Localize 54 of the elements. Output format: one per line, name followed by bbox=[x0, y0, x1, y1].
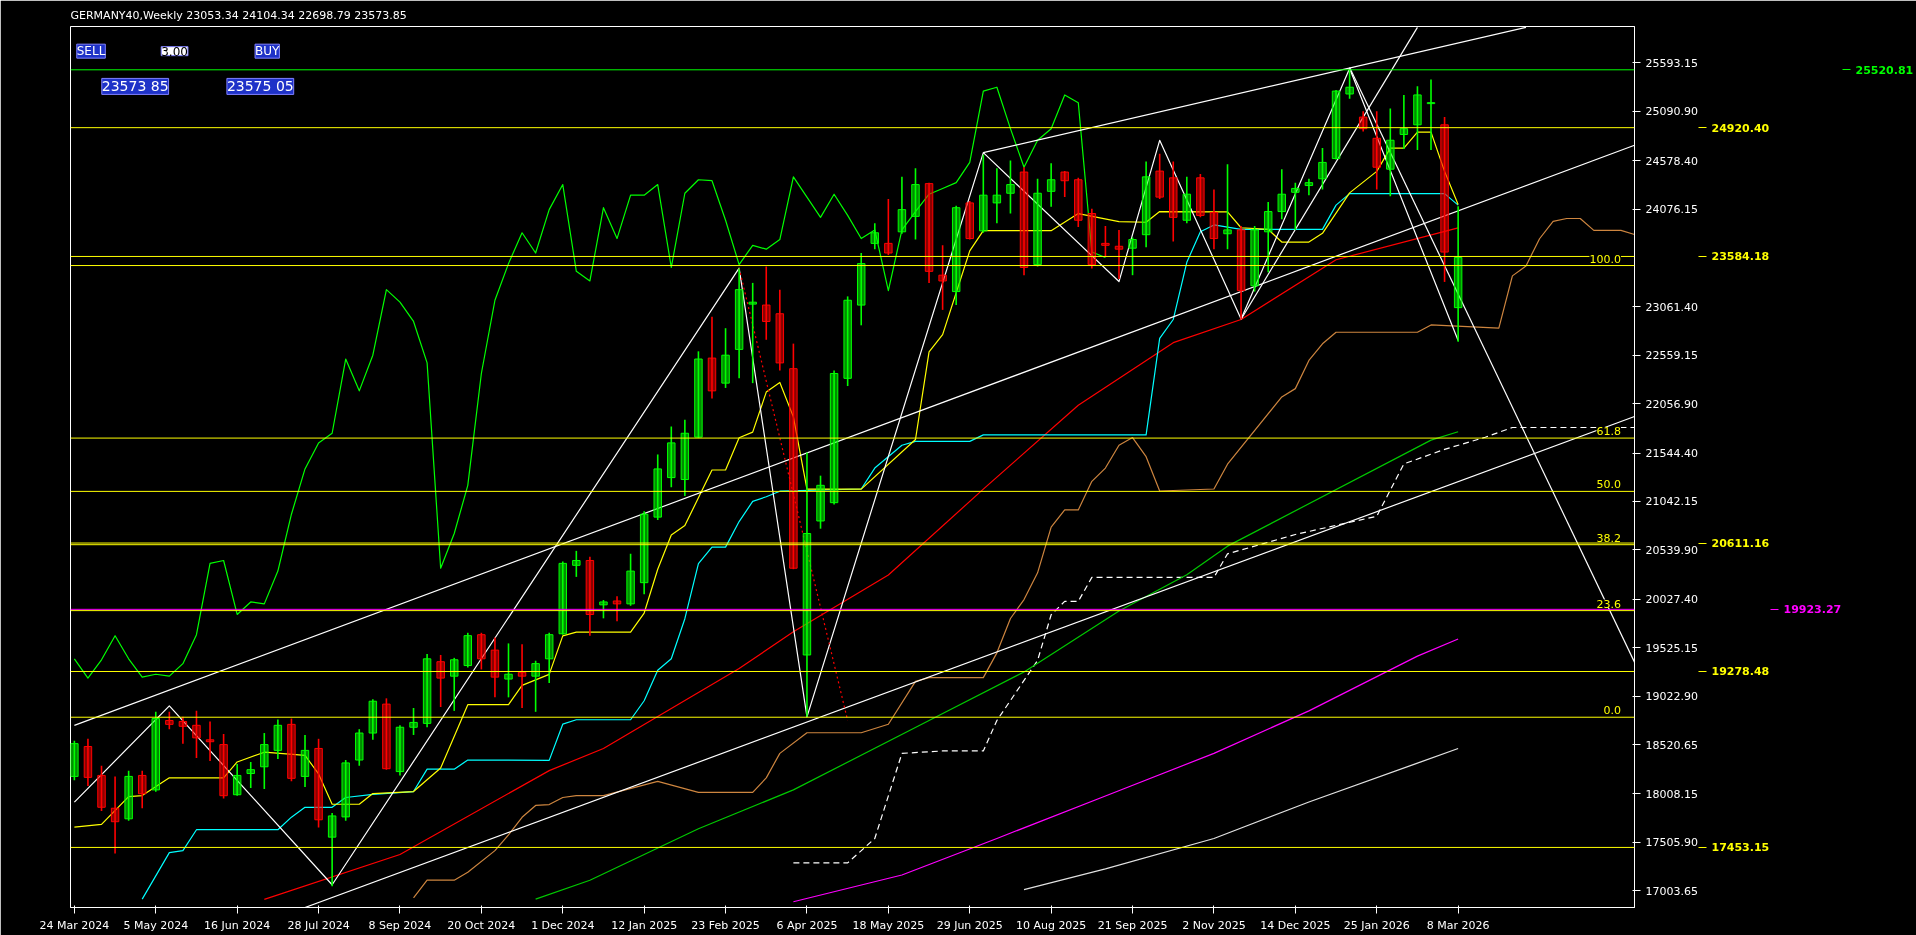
ref-line-label: 19278.48 bbox=[1711, 665, 1770, 679]
ref-line-label: 23584.18 bbox=[1711, 250, 1770, 264]
y-tick-label: 25090.90 bbox=[1645, 105, 1698, 119]
y-tick-label: 24076.15 bbox=[1645, 203, 1698, 217]
x-tick-label: 18 May 2025 bbox=[852, 918, 925, 932]
annotation: 0.0 bbox=[1603, 704, 1621, 718]
y-tick-label: 21042.15 bbox=[1645, 495, 1698, 509]
x-tick-label: 20 Oct 2024 bbox=[447, 918, 516, 932]
x-tick-label: 25 Jan 2026 bbox=[1343, 918, 1410, 932]
y-tick-label: 25593.15 bbox=[1645, 56, 1698, 70]
x-tick-label: 8 Sep 2024 bbox=[368, 918, 432, 932]
annotation: 50.0 bbox=[1596, 478, 1621, 492]
x-tick-label: 8 Mar 2026 bbox=[1426, 918, 1490, 932]
y-tick-label: 19022.90 bbox=[1645, 690, 1698, 704]
x-tick-label: 10 Aug 2025 bbox=[1015, 918, 1087, 932]
y-tick-label: 24578.40 bbox=[1645, 154, 1698, 168]
annotation: 23575 05 bbox=[226, 78, 294, 95]
annotation: 38.2 bbox=[1596, 531, 1621, 545]
y-tick-label: 22056.90 bbox=[1645, 397, 1698, 411]
annotation: 61.8 bbox=[1596, 425, 1621, 439]
annotation: 23573 85 bbox=[101, 78, 169, 95]
annotation: BUY bbox=[255, 44, 281, 59]
y-tick-label: 20027.40 bbox=[1645, 593, 1698, 607]
x-tick-label: 23 Feb 2025 bbox=[691, 918, 760, 932]
x-tick-label: 6 Apr 2025 bbox=[776, 918, 838, 932]
x-tick-label: 1 Dec 2024 bbox=[531, 918, 595, 932]
ref-line-label: 25520.81 bbox=[1855, 63, 1914, 77]
ref-line-label: 20611.16 bbox=[1711, 537, 1770, 551]
y-tick-label: 20539.90 bbox=[1645, 543, 1698, 557]
x-tick-label: 21 Sep 2025 bbox=[1097, 918, 1168, 932]
y-tick-label: 18008.15 bbox=[1645, 787, 1698, 801]
y-tick-label: 17505.90 bbox=[1645, 836, 1698, 850]
y-tick-label: 17003.65 bbox=[1645, 884, 1698, 898]
y-tick-label: 22559.15 bbox=[1645, 349, 1698, 363]
y-tick-label: 19525.15 bbox=[1645, 641, 1698, 655]
x-tick-label: 29 Jun 2025 bbox=[936, 918, 1003, 932]
annotation: 3.00 bbox=[161, 44, 188, 59]
y-tick-label: 23061.40 bbox=[1645, 300, 1698, 314]
ref-line-label: 24920.40 bbox=[1711, 121, 1770, 135]
x-tick-label: 24 Mar 2024 bbox=[39, 918, 110, 932]
x-tick-label: 2 Nov 2025 bbox=[1182, 918, 1246, 932]
x-tick-label: 28 Jul 2024 bbox=[287, 918, 350, 932]
x-tick-label: 12 Jan 2025 bbox=[611, 918, 678, 932]
ref-line-label: 19923.27 bbox=[1783, 603, 1842, 617]
annotation: 100.0 bbox=[1589, 252, 1621, 266]
annotation: SELL bbox=[76, 44, 106, 59]
ref-line-label: 17453.15 bbox=[1711, 841, 1770, 855]
x-tick-label: 16 Jun 2024 bbox=[204, 918, 271, 932]
y-tick-label: 18520.65 bbox=[1645, 738, 1698, 752]
x-tick-label: 14 Dec 2025 bbox=[1260, 918, 1331, 932]
x-tick-label: 5 May 2024 bbox=[123, 918, 189, 932]
annotation: 23.6 bbox=[1596, 597, 1621, 611]
chart-title: GERMANY40,Weekly 23053.34 24104.34 22698.79 23573.85 bbox=[70, 8, 407, 22]
y-tick-label: 21544.40 bbox=[1645, 447, 1698, 461]
